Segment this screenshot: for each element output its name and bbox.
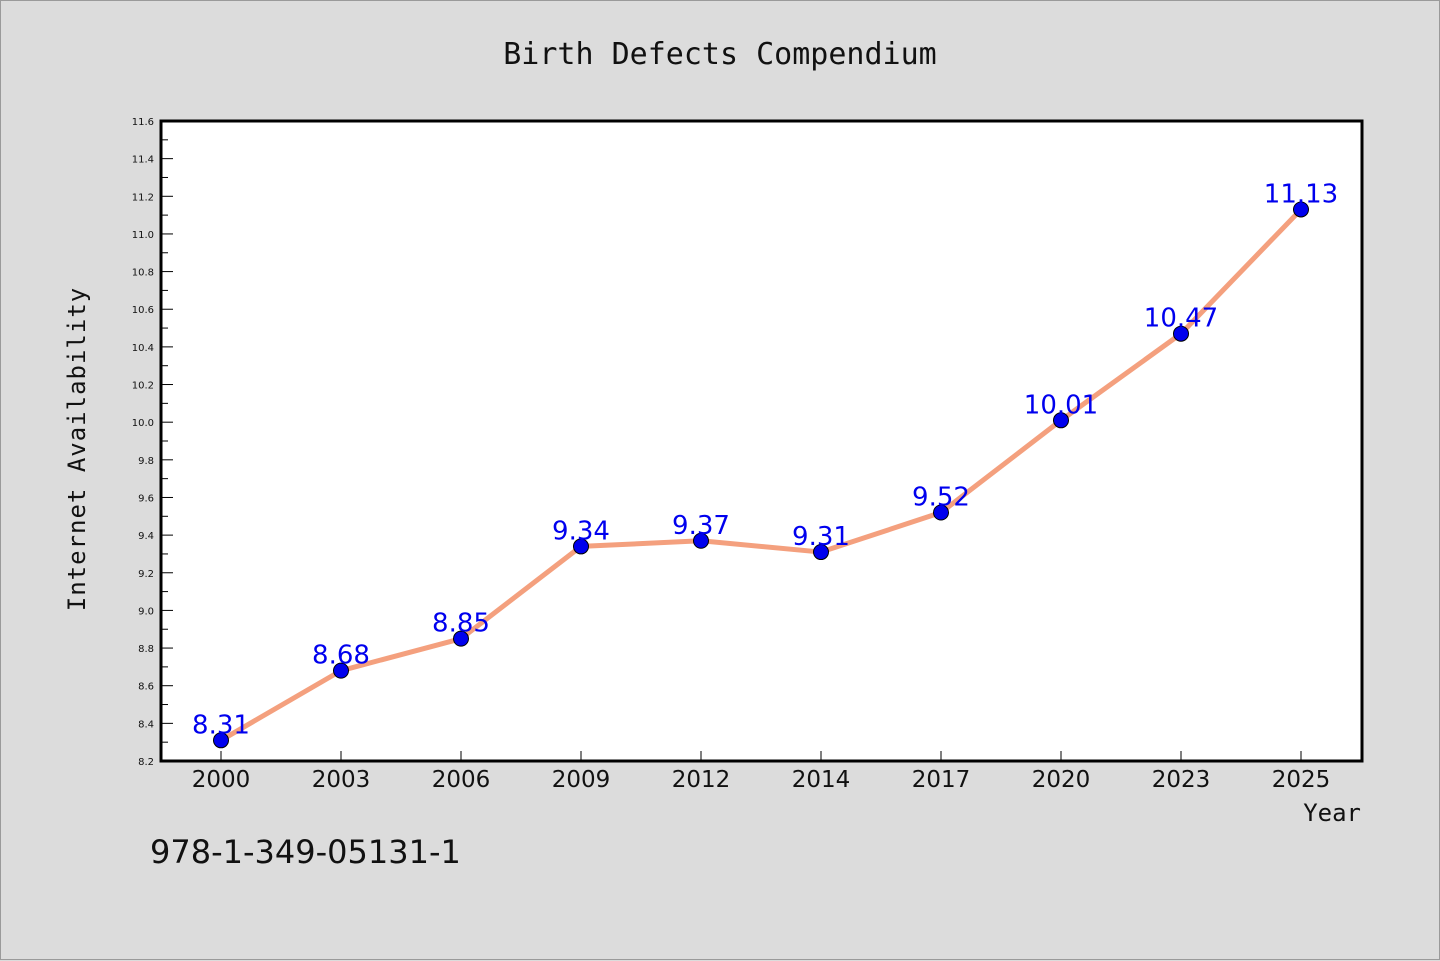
y-tick-label: 8.4 [138,719,154,730]
data-label: 10.01 [1024,390,1098,420]
y-tick-label: 9.2 [138,569,154,580]
y-tick-label: 8.8 [138,644,154,655]
data-point [573,538,589,555]
y-tick-label: 9.6 [138,493,154,504]
x-tick-label: 2025 [1272,767,1331,793]
data-label: 10.47 [1144,304,1218,334]
y-tick-label: 9.8 [138,456,154,467]
y-tick-label: 11.4 [132,155,154,166]
data-label: 11.13 [1264,179,1338,209]
data-point [213,732,229,749]
y-tick-label: 9.0 [138,606,154,617]
y-tick-label: 10.2 [132,381,154,392]
chart-title: Birth Defects Compendium [503,37,936,72]
isbn-footnote: 978-1-349-05131-1 [150,833,461,871]
data-point [933,504,949,521]
data-label: 8.68 [312,641,370,671]
data-label: 9.34 [552,516,610,546]
x-tick-label: 2020 [1032,767,1091,793]
y-axis: 8.2 8.4 8.6 8.8 9.0 9.2 9.4 9.6 9.8 10.0 10.2 10.4 1… [132,117,173,768]
series-layer [213,201,1309,749]
x-tick-label: 2003 [312,767,371,793]
y-tick-label: 9.4 [138,531,154,542]
data-label: 9.52 [912,483,970,513]
x-tick-label: 2000 [192,767,251,793]
data-point [693,532,709,549]
x-tick-label: 2009 [552,767,611,793]
data-label-layer: 8.31 8.68 8.85 9.34 9.37 9.31 9.52 10.01 10.47 11… [192,179,1338,740]
data-point [1293,201,1309,218]
x-tick-label: 2017 [912,767,971,793]
y-tick-label: 8.2 [138,757,154,768]
x-axis-label: Year [1303,799,1361,827]
x-tick-label: 2006 [432,767,491,793]
data-point [453,630,469,647]
series-line [218,206,1304,743]
y-tick-label: 10.4 [132,343,154,354]
x-tick-label: 2012 [672,767,731,793]
y-axis-label: Internet Availability [63,287,91,611]
x-tick-label: 2023 [1152,767,1211,793]
data-label: 9.31 [792,522,850,552]
plot-area [159,119,1364,763]
data-point [1173,325,1189,342]
data-point [813,544,829,561]
x-axis: 2000 2003 2006 2009 2012 2014 2017 2020 2023 2025 [192,751,1331,793]
y-tick-label: 11.2 [132,192,154,203]
y-tick-label: 8.6 [138,682,154,693]
data-point [1053,412,1069,429]
data-label: 8.85 [432,609,490,639]
y-tick-label: 10.6 [132,305,154,316]
data-label: 8.31 [192,710,250,740]
data-point [333,662,349,679]
y-tick-label: 10.8 [132,268,154,279]
x-tick-label: 2014 [792,767,851,793]
y-tick-label: 10.0 [132,418,154,429]
data-label: 9.37 [672,511,730,541]
y-tick-label: 11.0 [132,230,154,241]
y-tick-label: 11.6 [132,117,154,128]
